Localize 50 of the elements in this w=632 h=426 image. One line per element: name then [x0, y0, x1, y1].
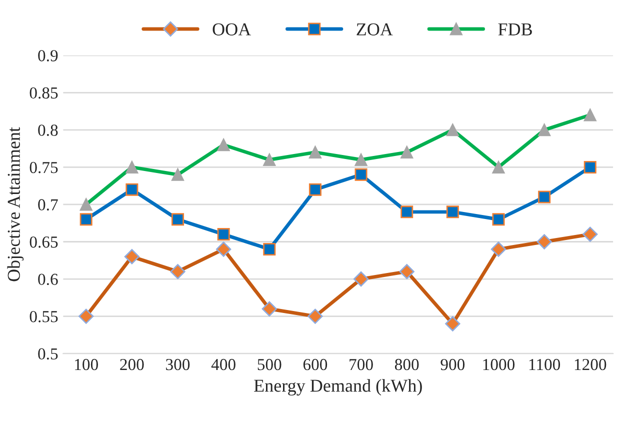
point: [308, 183, 322, 196]
point: [400, 206, 414, 218]
point: [490, 242, 506, 257]
x-tick-label: 1100: [529, 358, 560, 370]
x-tick-label: 1200: [574, 358, 606, 370]
point: [536, 234, 552, 250]
point: [172, 213, 184, 226]
y-tick-label: 0.6: [38, 274, 58, 286]
x-tick-label: 400: [211, 358, 236, 370]
y-tick-label: 0.5: [38, 348, 58, 360]
x-axis-title: Energy Demand (kWh): [254, 379, 422, 396]
point: [217, 228, 230, 241]
point: [354, 168, 368, 181]
point: [492, 213, 505, 226]
y-tick-label: 0.8: [38, 124, 58, 136]
legend-label: FDB: [498, 23, 532, 36]
point: [399, 264, 414, 280]
legend-label: ZOA: [356, 23, 393, 36]
x-tick-label: 600: [303, 358, 328, 370]
x-tick-label: 700: [350, 358, 373, 370]
y-tick-label: 0.75: [30, 162, 58, 174]
y-tick-label: 0.55: [30, 311, 58, 322]
x-tick-label: 500: [258, 358, 282, 370]
point: [446, 206, 459, 218]
x-tick-label: 200: [120, 358, 144, 370]
point: [445, 316, 460, 332]
y-axis-title: Objective Attainment: [7, 127, 24, 282]
point: [538, 190, 551, 204]
y-tick-label: 0.7: [38, 199, 58, 210]
point: [582, 226, 598, 242]
x-tick-label: 1000: [483, 358, 515, 370]
x-tick-label: 100: [75, 358, 98, 370]
x-tick-label: 800: [394, 358, 419, 370]
point: [78, 308, 94, 324]
point: [126, 183, 138, 196]
y-tick-label: 0.9: [38, 50, 58, 62]
point: [353, 271, 369, 287]
point: [170, 264, 186, 280]
point: [262, 301, 277, 316]
point: [80, 213, 92, 226]
point: [216, 242, 232, 257]
point: [308, 308, 323, 324]
y-tick-label: 0.65: [30, 236, 58, 248]
x-tick-label: 300: [166, 358, 190, 370]
point: [584, 160, 596, 174]
y-tick-label: 0.85: [30, 87, 58, 99]
point: [263, 242, 276, 256]
point: [124, 249, 140, 264]
legend-label: OOA: [212, 23, 252, 36]
x-tick-label: 900: [440, 358, 465, 370]
